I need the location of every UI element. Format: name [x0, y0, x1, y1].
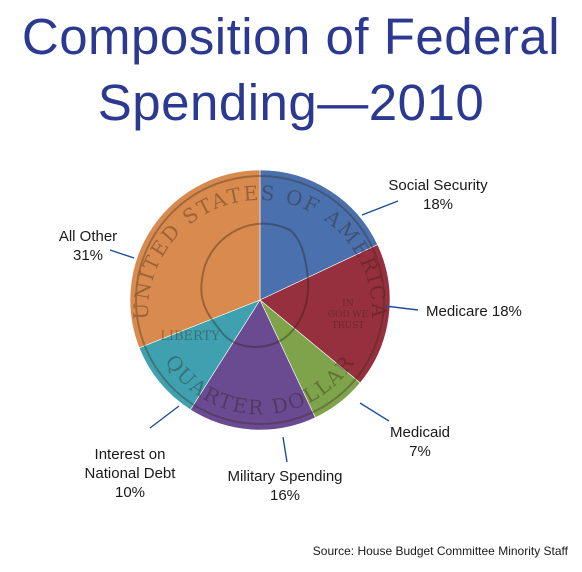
pie-slice-all-other — [129, 169, 261, 349]
coin-rim — [135, 175, 385, 425]
coin-text-god-we: GOD WE — [328, 310, 368, 320]
leader-line — [282, 436, 288, 463]
slice-label: Interest on National Debt 10% — [85, 446, 177, 501]
slice-label: Medicare 18% — [426, 303, 522, 320]
leader-line — [109, 249, 135, 259]
leader-line — [384, 305, 419, 311]
slice-label: Medicaid 7% — [390, 424, 450, 460]
source-note: Source: House Budget Committee Minority … — [312, 544, 568, 558]
slice-label: All Other 31% — [59, 228, 117, 264]
slice-labels: Social Security 18% Medicare 18% Medicaid 7%… — [59, 177, 522, 504]
chart-title-line-2: Spending—2010 — [97, 74, 485, 131]
leader-line — [149, 405, 180, 429]
pie-slice-military-spending — [189, 299, 316, 431]
chart-title-line-1: Composition of Federal — [21, 8, 561, 65]
slice-label: Military Spending 16% — [227, 468, 342, 504]
slice-label: Social Security 18% — [388, 177, 488, 213]
pie-slice-medicare — [259, 244, 391, 384]
pie-slice-interest-on-national-debt — [138, 299, 261, 411]
leader-line — [361, 200, 399, 216]
leader-line — [359, 402, 390, 422]
pie-slice-social-security — [259, 169, 379, 301]
coin-profile — [200, 222, 310, 348]
coin-text-in: IN — [342, 299, 354, 309]
pie-slices — [129, 169, 391, 431]
coin-text-trust: TRUST — [332, 321, 365, 331]
coin-text-liberty: LIBERTY — [160, 329, 220, 344]
leader-lines — [109, 200, 419, 463]
